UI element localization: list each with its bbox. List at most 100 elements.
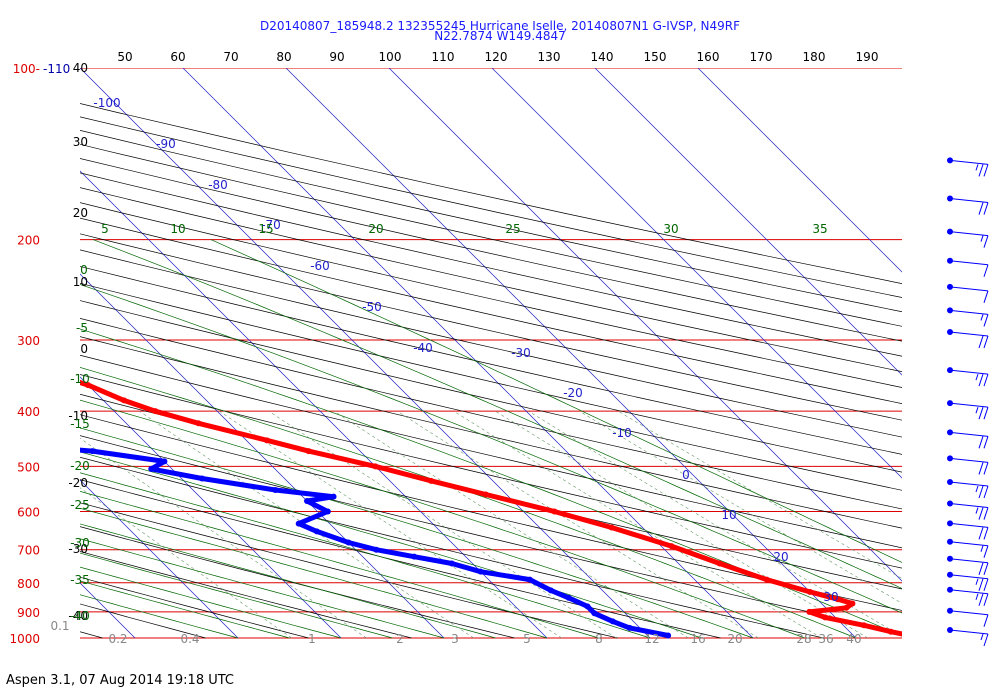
dewpoint-point — [626, 624, 633, 631]
wind-barb-half-flag — [980, 545, 984, 552]
dewpoint-point — [411, 553, 418, 560]
temperature-point — [263, 437, 270, 444]
isotherm-line — [285, 68, 857, 639]
wind-barb-flag — [983, 373, 989, 387]
isotherm-label: 30 — [823, 590, 838, 604]
moist-adiabat-label: -15 — [70, 417, 90, 431]
dewpoint-point — [324, 508, 331, 515]
mixing-ratio-line — [333, 410, 689, 639]
moist-adiabat-label: -30 — [70, 536, 90, 550]
temperature-point — [85, 382, 92, 389]
dry-adiabat-line — [80, 130, 902, 313]
wind-barb-flag — [978, 593, 984, 606]
left-scale-label: -20 — [68, 476, 88, 490]
dry-adiabat-line — [80, 479, 721, 639]
dry-adiabat-line — [80, 576, 309, 639]
moist-adiabat-label: 5 — [101, 222, 109, 236]
mixing-ratio-label: 1 — [308, 632, 316, 646]
wind-barb-flag — [983, 314, 989, 327]
isotherm-label: -100 — [93, 96, 120, 110]
isotherm-line — [594, 68, 902, 376]
wind-barb-flag — [983, 407, 989, 420]
isotherm-label: -40 — [413, 341, 433, 355]
moist-adiabat-line — [80, 538, 445, 639]
wind-barb-flag — [978, 485, 984, 499]
dewpoint-point — [330, 493, 337, 500]
dry-adiabat-line — [80, 143, 902, 327]
temperature-point — [822, 614, 829, 621]
wind-barb-flag — [983, 264, 989, 277]
moist-adiabat-label: -5 — [76, 321, 88, 335]
temperature-point — [40, 368, 46, 374]
dry-adiabat-line — [80, 300, 902, 491]
dry-adiabat-line — [80, 116, 902, 298]
left-scale-label: 0 — [80, 342, 88, 356]
temperature-point — [914, 634, 920, 640]
wind-barb-half-flag — [975, 593, 979, 600]
top-scale-label: 80 — [276, 50, 291, 64]
temperature-point — [716, 560, 723, 567]
wind-barb-flag — [978, 164, 984, 177]
dry-adiabat-line — [80, 217, 902, 404]
dry-adiabat-line — [80, 551, 412, 639]
wind-barbs — [947, 157, 989, 647]
dry-adiabat-line — [80, 456, 824, 639]
wind-barb-flag — [983, 235, 989, 248]
mixing-ratio-line — [80, 437, 367, 639]
isotherm-line — [80, 170, 548, 639]
top-scale-label: 110 — [432, 50, 455, 64]
pressure-label: 700 — [17, 544, 40, 558]
pressure-label: 600 — [17, 506, 40, 520]
temperature-point — [372, 463, 379, 470]
temperature-point — [668, 543, 675, 550]
temperature-point — [428, 477, 435, 484]
mixing-ratio-line — [397, 410, 759, 639]
temperature-point — [806, 608, 813, 615]
moist-adiabat-line — [92, 239, 902, 589]
temperature-point — [887, 628, 894, 635]
left-scale-label: -10 — [68, 409, 88, 423]
isotherm-label: -60 — [310, 259, 330, 273]
mixing-ratio-line — [495, 410, 868, 639]
wind-barb-shaft — [949, 503, 989, 509]
top-scale-label: 170 — [750, 50, 773, 64]
top-scale-label: 60 — [170, 50, 185, 64]
isotherm-label: -50 — [362, 300, 382, 314]
top-scale-label: 50 — [117, 50, 132, 64]
isotherm-label: -20 — [563, 386, 583, 400]
moist-adiabat-line — [80, 490, 599, 639]
temperature-point — [834, 596, 841, 603]
wind-barb-flag — [978, 436, 984, 449]
moist-adiabat-label: 20 — [368, 222, 383, 236]
dewpoint-point — [199, 475, 206, 482]
isotherm-line — [388, 68, 902, 582]
wind-barb-flag — [983, 485, 989, 499]
wind-barb-flag — [983, 164, 989, 177]
dry-adiabat-line — [80, 336, 902, 529]
temperature-point — [849, 600, 856, 607]
isotherm-label: -90 — [156, 137, 176, 151]
mixing-ratio-label: 3 — [451, 632, 459, 646]
isotherm-label: 10 — [721, 508, 736, 522]
temperature-point — [763, 576, 770, 583]
wind-barb-flag — [983, 614, 989, 627]
wind-barb-shaft — [949, 610, 989, 616]
wind-barb-flag — [978, 407, 984, 420]
dewpoint-point — [609, 618, 616, 625]
isotherm-label: -10 — [612, 426, 632, 440]
isotherm-label: 20 — [773, 550, 788, 564]
dewpoint-point — [665, 632, 672, 639]
temperature-point — [551, 508, 558, 515]
wind-barb-flag — [978, 202, 984, 215]
mixing-ratio-label: 28 — [796, 632, 811, 646]
mixing-ratio-label: 0.1 — [50, 619, 69, 633]
top-scale-label: 160 — [697, 50, 720, 64]
wind-barb-shaft — [949, 589, 989, 595]
dewpoint-point — [272, 487, 279, 494]
temperature-point — [195, 420, 202, 427]
temperature-point — [305, 448, 312, 455]
dry-adiabat-line — [80, 158, 902, 342]
dry-adiabat-line — [80, 249, 902, 438]
temperature-point — [928, 637, 934, 643]
